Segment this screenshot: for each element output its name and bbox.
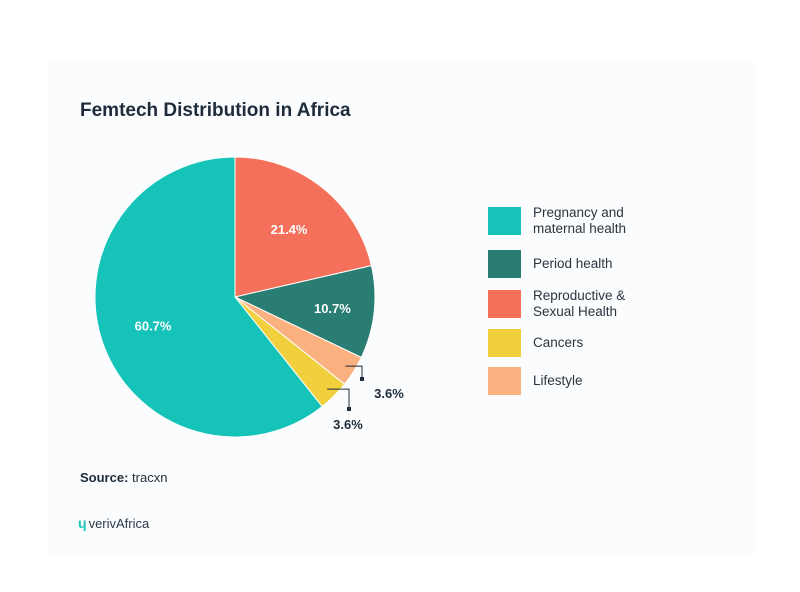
legend-item-period: Period health xyxy=(488,250,653,278)
legend-label: Period health xyxy=(533,256,613,271)
chart-title: Femtech Distribution in Africa xyxy=(80,100,351,121)
slice-pregnancy xyxy=(94,156,323,438)
data-label: 3.6% xyxy=(333,417,363,432)
legend-label: Cancers xyxy=(533,335,584,350)
callout-dot xyxy=(347,407,351,411)
legend-label: Reproductive & Sexual Health xyxy=(533,288,626,319)
legend-item-pregnancy: Pregnancy and maternal health xyxy=(488,205,653,237)
legend-label: Pregnancy and maternal health xyxy=(533,205,627,236)
legend-swatch xyxy=(488,290,521,318)
slice-reproductive xyxy=(234,156,373,298)
data-label: 60.7% xyxy=(135,319,172,334)
source-prefix: Source: xyxy=(80,470,129,485)
source-note: Source: tracxn xyxy=(80,470,167,485)
callout-line xyxy=(345,365,363,379)
logo-text: verivAfrica xyxy=(88,515,150,531)
source-value: tracxn xyxy=(132,470,168,485)
legend-item-cancers: Cancers xyxy=(488,329,653,357)
callout-dot xyxy=(360,377,364,381)
slice-period xyxy=(233,265,376,359)
logo-mark: ɥ xyxy=(78,515,87,531)
legend-swatch xyxy=(488,207,521,235)
brand-logo: ɥ verivAfrica xyxy=(78,515,149,531)
legend-item-reproductive: Reproductive & Sexual Health xyxy=(488,288,653,320)
legend-swatch xyxy=(488,367,521,395)
data-label: 10.7% xyxy=(314,301,351,316)
legend-item-lifestyle: Lifestyle xyxy=(488,367,653,395)
legend-swatch xyxy=(488,329,521,357)
data-label: 21.4% xyxy=(271,222,308,237)
data-label: 3.6% xyxy=(374,386,404,401)
legend-swatch xyxy=(488,250,521,278)
legend-label: Lifestyle xyxy=(533,373,583,388)
callout-line xyxy=(327,388,350,409)
